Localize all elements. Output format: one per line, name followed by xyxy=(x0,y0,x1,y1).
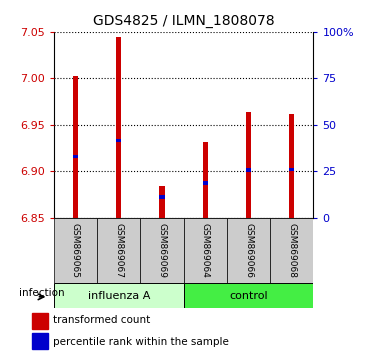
Text: GSM869065: GSM869065 xyxy=(71,223,80,278)
Bar xyxy=(97,218,140,283)
Bar xyxy=(203,182,208,185)
Bar xyxy=(54,218,97,283)
Title: GDS4825 / ILMN_1808078: GDS4825 / ILMN_1808078 xyxy=(93,14,275,28)
Bar xyxy=(203,142,208,218)
Bar xyxy=(32,313,47,329)
Text: GSM869066: GSM869066 xyxy=(244,223,253,278)
Bar xyxy=(289,114,295,218)
Bar xyxy=(270,218,313,283)
Bar xyxy=(160,186,165,218)
Bar xyxy=(184,218,227,283)
Bar xyxy=(73,76,78,218)
Bar xyxy=(246,169,251,172)
Bar xyxy=(54,283,184,308)
Bar xyxy=(73,154,78,158)
Text: GSM869064: GSM869064 xyxy=(201,223,210,278)
Bar xyxy=(32,333,47,349)
Bar xyxy=(116,38,121,218)
Bar xyxy=(160,195,165,199)
Bar xyxy=(116,139,121,142)
Text: control: control xyxy=(229,291,268,301)
Text: influenza A: influenza A xyxy=(88,291,150,301)
Text: GSM869067: GSM869067 xyxy=(114,223,123,278)
Bar xyxy=(184,283,313,308)
Bar xyxy=(140,218,184,283)
Text: GSM869068: GSM869068 xyxy=(288,223,296,278)
Text: infection: infection xyxy=(19,288,65,298)
Text: percentile rank within the sample: percentile rank within the sample xyxy=(53,337,229,347)
Text: transformed count: transformed count xyxy=(53,315,150,325)
Bar xyxy=(246,112,251,218)
Bar xyxy=(289,167,295,171)
Bar xyxy=(227,218,270,283)
Text: GSM869069: GSM869069 xyxy=(158,223,167,278)
